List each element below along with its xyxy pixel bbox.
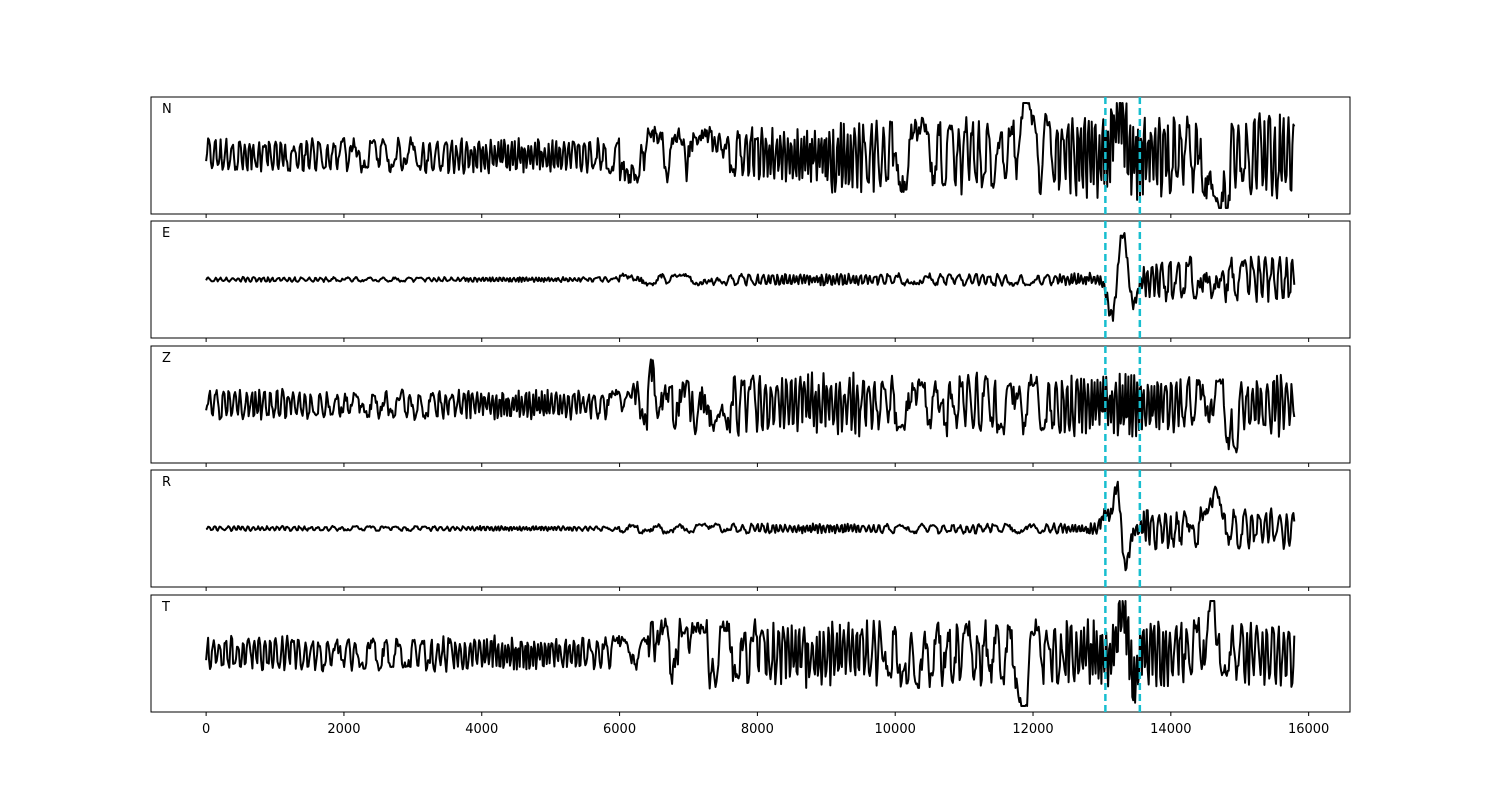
- component-label: Z: [162, 351, 171, 366]
- x-tick-label: 16000: [1288, 722, 1329, 737]
- panel-t: T: [150, 594, 1351, 716]
- x-tick-label: 14000: [1150, 722, 1191, 737]
- x-tick-label: 6000: [603, 722, 636, 737]
- component-label: E: [162, 226, 170, 241]
- panel-frame: [150, 96, 1351, 215]
- waveform-trace: [205, 600, 1296, 707]
- panel-e: E: [150, 220, 1351, 342]
- x-axis: 0 2000 4000 6000 8000 10000 12000 14000 16000: [202, 722, 1329, 737]
- x-tick-label: 10000: [875, 722, 916, 737]
- panel-n: N: [150, 96, 1351, 218]
- x-tick-label: 12000: [1012, 722, 1053, 737]
- panel-z: Z: [150, 345, 1351, 467]
- waveform-trace: [205, 358, 1296, 454]
- panel-frame: [150, 220, 1351, 339]
- panel-frame: [150, 345, 1351, 464]
- panels-group: N E Z R T: [150, 96, 1351, 716]
- x-tick-label: 2000: [327, 722, 360, 737]
- panel-r: R: [150, 469, 1351, 591]
- component-label: T: [161, 600, 170, 615]
- waveform-trace: [205, 102, 1296, 209]
- component-label: N: [162, 102, 172, 117]
- waveform-trace: [205, 480, 1296, 572]
- panel-frame: [150, 594, 1351, 713]
- panel-frame: [150, 469, 1351, 588]
- waveform-trace: [205, 232, 1296, 322]
- x-tick-label: 4000: [465, 722, 498, 737]
- x-tick-label: 0: [202, 722, 210, 737]
- component-label: R: [162, 475, 171, 490]
- x-tick-label: 8000: [741, 722, 774, 737]
